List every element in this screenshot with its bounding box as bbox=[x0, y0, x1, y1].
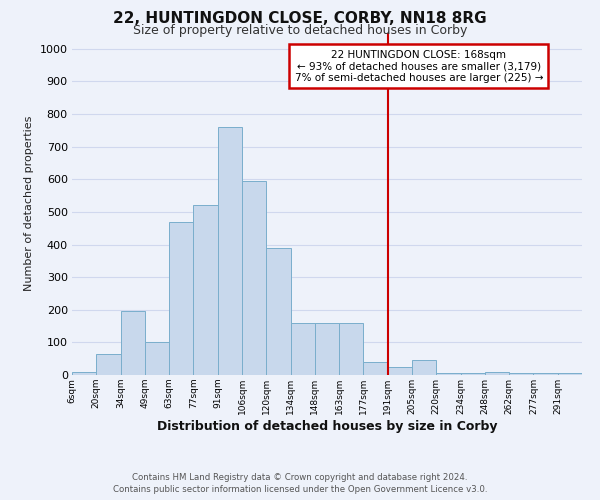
Text: Contains HM Land Registry data © Crown copyright and database right 2024.
Contai: Contains HM Land Registry data © Crown c… bbox=[113, 472, 487, 494]
Bar bbox=[364, 362, 388, 375]
Bar bbox=[242, 181, 266, 375]
Bar bbox=[96, 354, 121, 375]
Bar bbox=[533, 374, 558, 375]
Text: 22 HUNTINGDON CLOSE: 168sqm
← 93% of detached houses are smaller (3,179)
7% of s: 22 HUNTINGDON CLOSE: 168sqm ← 93% of det… bbox=[295, 50, 543, 83]
Bar bbox=[509, 374, 533, 375]
Bar bbox=[558, 374, 582, 375]
Bar bbox=[72, 372, 96, 375]
Bar bbox=[290, 323, 315, 375]
X-axis label: Distribution of detached houses by size in Corby: Distribution of detached houses by size … bbox=[157, 420, 497, 432]
Bar bbox=[315, 323, 339, 375]
Bar bbox=[266, 248, 290, 375]
Bar bbox=[193, 206, 218, 375]
Bar bbox=[121, 312, 145, 375]
Bar bbox=[218, 127, 242, 375]
Bar bbox=[412, 360, 436, 375]
Bar bbox=[485, 372, 509, 375]
Text: 22, HUNTINGDON CLOSE, CORBY, NN18 8RG: 22, HUNTINGDON CLOSE, CORBY, NN18 8RG bbox=[113, 11, 487, 26]
Y-axis label: Number of detached properties: Number of detached properties bbox=[24, 116, 34, 292]
Bar bbox=[461, 374, 485, 375]
Bar bbox=[436, 374, 461, 375]
Bar bbox=[339, 323, 364, 375]
Bar bbox=[169, 222, 193, 375]
Bar bbox=[388, 367, 412, 375]
Text: Size of property relative to detached houses in Corby: Size of property relative to detached ho… bbox=[133, 24, 467, 37]
Bar bbox=[145, 342, 169, 375]
